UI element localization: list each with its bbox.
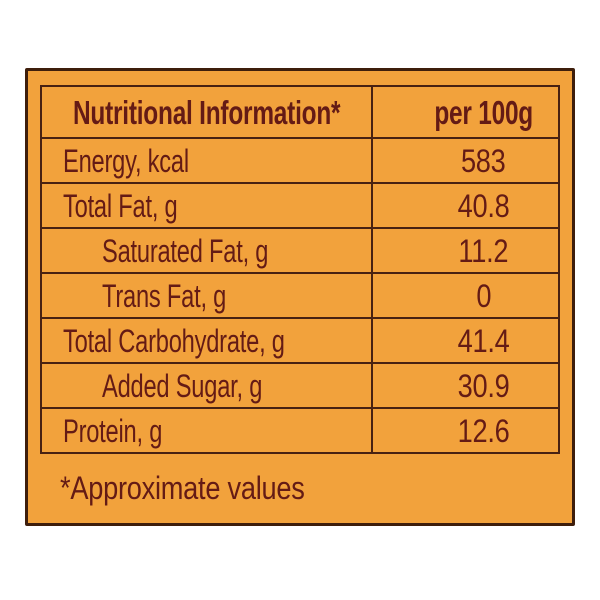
header-cell-name: Nutritional Information* — [42, 87, 373, 137]
nutrient-label: Protein, g — [63, 412, 163, 449]
value-cell: 583 — [373, 139, 558, 182]
table-row: Added Sugar, g 30.9 — [42, 362, 558, 407]
nutrition-table: Nutritional Information* per 100g Energy… — [40, 85, 560, 454]
nutrient-cell: Added Sugar, g — [42, 364, 373, 407]
value-cell: 11.2 — [373, 229, 558, 272]
nutrient-cell: Saturated Fat, g — [42, 229, 373, 272]
nutrient-label: Saturated Fat, g — [102, 232, 269, 269]
nutrition-label-card: Nutritional Information* per 100g Energy… — [25, 68, 575, 526]
value-cell: 40.8 — [373, 184, 558, 227]
nutrient-label: Energy, kcal — [63, 142, 189, 179]
nutrient-cell: Trans Fat, g — [42, 274, 373, 317]
nutrient-cell: Total Fat, g — [42, 184, 373, 227]
header-cell-value: per 100g — [373, 87, 558, 137]
nutrient-value: 12.6 — [457, 412, 510, 449]
table-row: Trans Fat, g 0 — [42, 272, 558, 317]
nutrient-cell: Protein, g — [42, 409, 373, 452]
table-header-row: Nutritional Information* per 100g — [42, 87, 558, 137]
table-row: Total Fat, g 40.8 — [42, 182, 558, 227]
nutrient-value: 583 — [461, 142, 506, 179]
nutrient-value: 30.9 — [457, 367, 510, 404]
nutrient-label: Total Fat, g — [63, 187, 178, 224]
value-cell: 12.6 — [373, 409, 558, 452]
header-value-label: per 100g — [434, 93, 533, 131]
table-row: Protein, g 12.6 — [42, 407, 558, 452]
nutrient-value: 40.8 — [457, 187, 510, 224]
nutrient-label: Total Carbohydrate, g — [63, 322, 285, 359]
table-row: Total Carbohydrate, g 41.4 — [42, 317, 558, 362]
nutrient-value: 11.2 — [458, 232, 509, 269]
nutrient-cell: Total Carbohydrate, g — [42, 319, 373, 362]
value-cell: 30.9 — [373, 364, 558, 407]
nutrient-label: Trans Fat, g — [102, 277, 227, 314]
nutrient-value: 41.4 — [457, 322, 510, 359]
header-name-label: Nutritional Information* — [72, 93, 341, 131]
table-row: Energy, kcal 583 — [42, 137, 558, 182]
value-cell: 0 — [373, 274, 558, 317]
nutrient-cell: Energy, kcal — [42, 139, 373, 182]
footnote: *Approximate values — [60, 458, 348, 518]
footnote-text: *Approximate values — [60, 470, 305, 506]
nutrient-value: 0 — [476, 277, 491, 314]
value-cell: 41.4 — [373, 319, 558, 362]
nutrient-label: Added Sugar, g — [102, 367, 263, 404]
table-row: Saturated Fat, g 11.2 — [42, 227, 558, 272]
